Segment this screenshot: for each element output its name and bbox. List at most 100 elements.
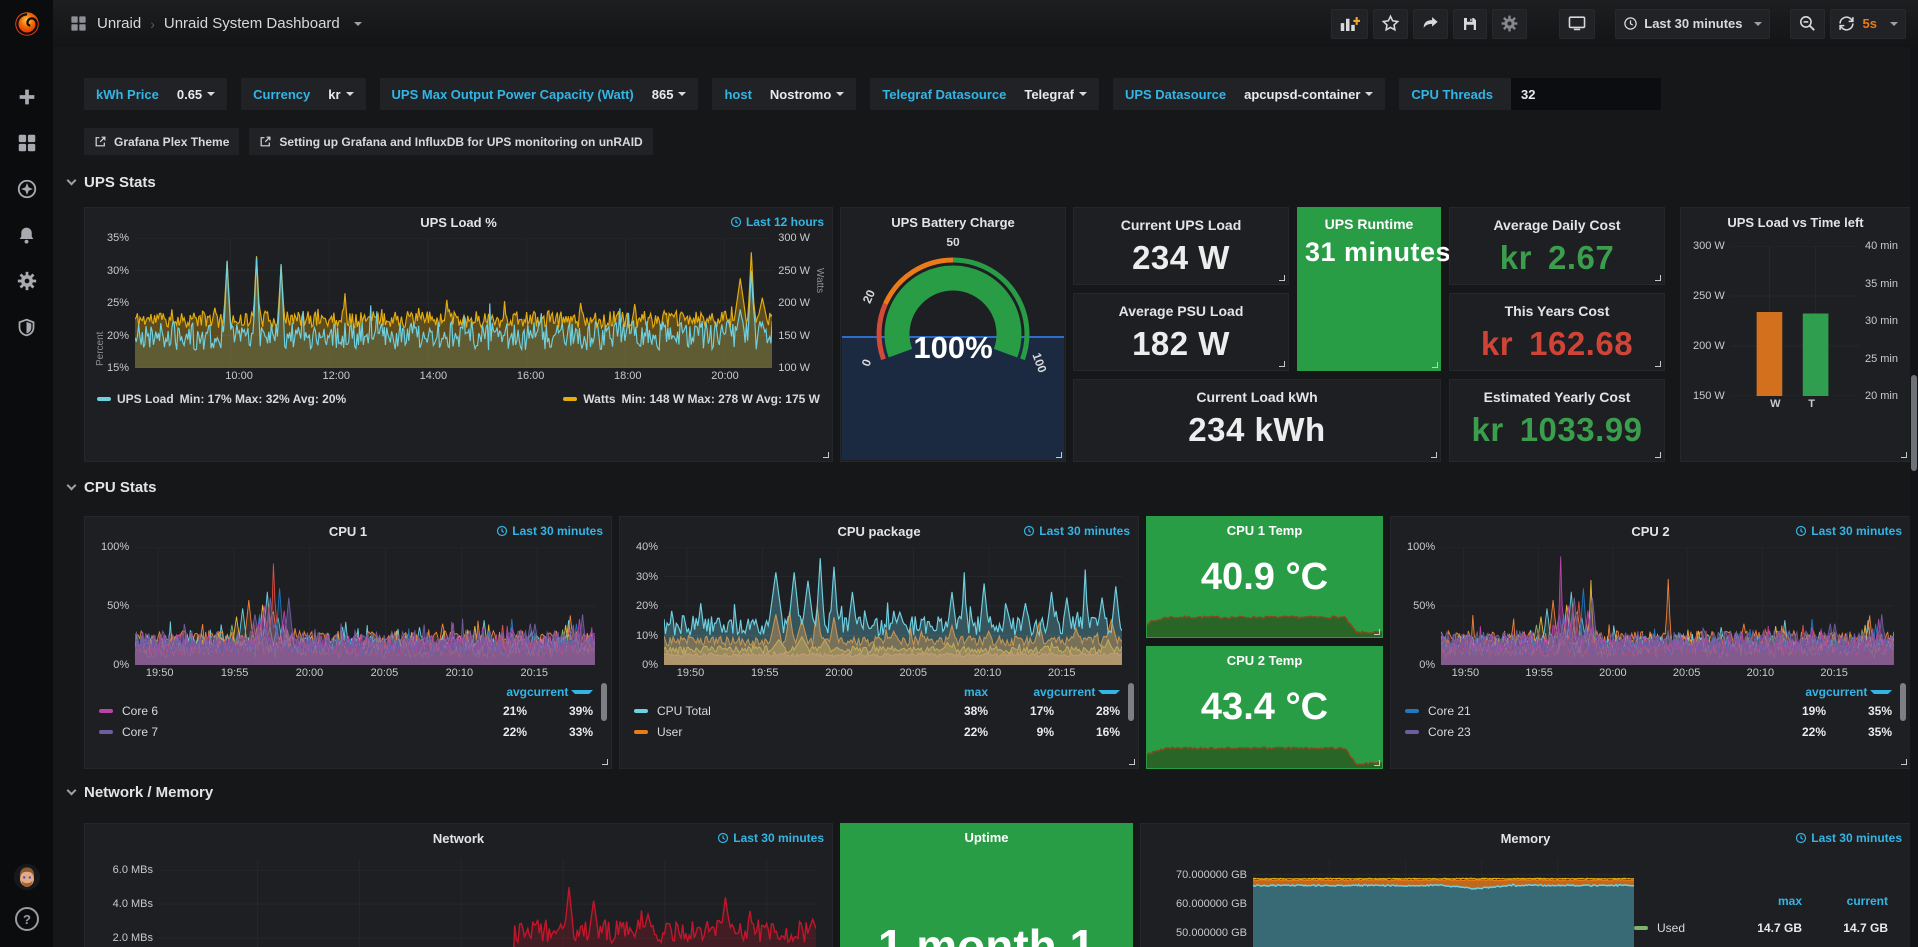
time-range-picker[interactable]: Last 30 minutes bbox=[1615, 8, 1770, 39]
legend-series[interactable]: User bbox=[634, 725, 922, 739]
panel-estimated-yearly-cost[interactable]: Estimated Yearly Cost kr 1033.99 bbox=[1449, 379, 1665, 462]
panel-title[interactable]: CPU 1 Temp bbox=[1226, 523, 1303, 538]
panel-resize-handle[interactable] bbox=[1279, 275, 1285, 281]
panel-resize-handle[interactable] bbox=[1655, 275, 1661, 281]
panel-cpu2[interactable]: CPU 2 Last 30 minutes 100% 50% 0% 19:50 19:… bbox=[1390, 516, 1911, 769]
cpu2-chart[interactable] bbox=[1441, 547, 1894, 665]
breadcrumb[interactable]: Unraid › Unraid System Dashboard bbox=[69, 14, 362, 33]
panel-title[interactable]: Network bbox=[432, 831, 485, 846]
link-ups-monitoring-guide[interactable]: Setting up Grafana and InfluxDB for UPS … bbox=[249, 128, 653, 155]
configuration-gear-icon[interactable] bbox=[13, 269, 41, 293]
panel-ups-battery-charge[interactable]: UPS Battery Charge 0 20 50 100 100% bbox=[840, 207, 1066, 462]
legend-sort-current[interactable]: current bbox=[527, 683, 593, 700]
row-header-cpu-stats[interactable]: CPU Stats bbox=[66, 476, 1911, 498]
panel-time-override[interactable]: Last 30 minutes bbox=[1795, 524, 1902, 538]
panel-ups-runtime[interactable]: UPS Runtime 31 minutes left! bbox=[1297, 207, 1511, 371]
legend-sort-max[interactable]: max bbox=[963, 684, 988, 699]
save-button[interactable] bbox=[1453, 8, 1488, 39]
title-caret-icon[interactable] bbox=[353, 21, 362, 26]
panel-resize-handle[interactable] bbox=[1374, 629, 1380, 635]
zoom-out-button[interactable] bbox=[1789, 8, 1825, 39]
panel-average-psu-load[interactable]: Average PSU Load 182 W bbox=[1073, 293, 1289, 371]
panel-resize-handle[interactable] bbox=[1655, 452, 1661, 458]
star-button[interactable] bbox=[1373, 8, 1409, 39]
panel-time-override[interactable]: Last 30 minutes bbox=[496, 524, 603, 538]
panel-current-ups-load[interactable]: Current UPS Load 234 W bbox=[1073, 207, 1289, 285]
panel-resize-handle[interactable] bbox=[1655, 361, 1661, 367]
panel-resize-handle[interactable] bbox=[1431, 452, 1437, 458]
cpu1-chart[interactable] bbox=[135, 547, 595, 665]
panel-memory[interactable]: Memory Last 30 minutes 70.000000 GB 60.0… bbox=[1140, 823, 1911, 947]
dashboard-title[interactable]: Unraid System Dashboard bbox=[163, 15, 340, 32]
grafana-logo[interactable] bbox=[0, 0, 53, 47]
panel-uptime[interactable]: Uptime 1 month 1 bbox=[840, 823, 1133, 947]
panel-network[interactable]: Network Last 30 minutes 6.0 MBs 4.0 MBs … bbox=[84, 823, 833, 947]
memory-chart[interactable] bbox=[1253, 860, 1634, 947]
panel-resize-handle[interactable] bbox=[1901, 452, 1907, 458]
ups-load-chart[interactable] bbox=[135, 238, 773, 368]
variable-value-dropdown[interactable]: apcupsd-container bbox=[1244, 87, 1374, 102]
scrollbar-thumb[interactable] bbox=[1911, 375, 1917, 471]
legend-series[interactable]: Used bbox=[1634, 921, 1716, 935]
panel-title[interactable]: Uptime bbox=[964, 830, 1009, 845]
dashboards-icon[interactable] bbox=[13, 131, 41, 155]
legend-scrollbar[interactable] bbox=[601, 683, 607, 721]
panel-time-override[interactable]: Last 30 minutes bbox=[1795, 831, 1902, 845]
cpu-package-chart[interactable] bbox=[664, 547, 1122, 665]
panel-cpu-package[interactable]: CPU package Last 30 minutes 40% 30% 20% 10%… bbox=[619, 516, 1139, 769]
legend-item-watts[interactable]: Watts Min: 148 W Max: 278 W Avg: 175 W bbox=[563, 392, 820, 406]
panel-average-daily-cost[interactable]: Average Daily Cost kr 2.67 bbox=[1449, 207, 1665, 285]
panel-title[interactable]: CPU 2 bbox=[1631, 524, 1670, 539]
panel-title[interactable]: CPU 1 bbox=[328, 524, 368, 539]
legend-sort-current[interactable]: current bbox=[1846, 894, 1888, 908]
panel-time-override[interactable]: Last 12 hours bbox=[730, 215, 824, 229]
dashboard-scroll-area[interactable]: kWh Price 0.65 Currency kr UPS Max Outpu… bbox=[53, 47, 1918, 947]
legend-series[interactable]: Core 7 bbox=[99, 725, 461, 739]
panel-ups-load[interactable]: UPS Load % Last 12 hours Percent Watts 3… bbox=[84, 207, 833, 462]
panel-resize-handle[interactable] bbox=[823, 452, 829, 458]
panel-resize-handle[interactable] bbox=[1374, 760, 1380, 766]
legend-item-ups-load[interactable]: UPS Load Min: 17% Max: 32% Avg: 20% bbox=[97, 392, 346, 406]
page-scrollbar[interactable] bbox=[1910, 47, 1918, 947]
panel-cpu1-temp[interactable]: CPU 1 Temp 40.9 °C bbox=[1146, 516, 1383, 638]
cycle-view-tv-button[interactable] bbox=[1559, 8, 1596, 39]
legend-sort-max[interactable]: max bbox=[1777, 894, 1802, 908]
legend-series[interactable]: Core 23 bbox=[1405, 725, 1760, 739]
user-avatar[interactable] bbox=[13, 863, 41, 891]
legend-scrollbar[interactable] bbox=[1900, 683, 1906, 721]
share-button[interactable] bbox=[1413, 8, 1449, 39]
legend-scrollbar[interactable] bbox=[1128, 683, 1134, 721]
panel-ups-load-vs-time-left[interactable]: UPS Load vs Time left 300 W 250 W 200 W 150… bbox=[1680, 207, 1911, 462]
panel-cpu1[interactable]: CPU 1 Last 30 minutes 100% 50% 0% 19:50 19:… bbox=[84, 516, 612, 769]
panel-time-override[interactable]: Last 30 minutes bbox=[717, 831, 824, 845]
refresh-button[interactable]: 5s bbox=[1829, 8, 1906, 39]
server-admin-shield-icon[interactable] bbox=[13, 315, 41, 339]
cpu-threads-input[interactable]: 32 bbox=[1511, 78, 1662, 110]
breadcrumb-root[interactable]: Unraid bbox=[97, 15, 142, 32]
panel-time-override[interactable]: Last 30 minutes bbox=[1023, 524, 1130, 538]
panel-title[interactable]: UPS Battery Charge bbox=[891, 215, 1015, 230]
variable-value-dropdown[interactable]: Telegraf bbox=[1024, 87, 1087, 102]
legend-sort-current[interactable]: current bbox=[1054, 683, 1120, 700]
panel-title[interactable]: CPU package bbox=[837, 524, 921, 539]
variable-value-dropdown[interactable]: 0.65 bbox=[177, 87, 216, 102]
panel-resize-handle[interactable] bbox=[1901, 759, 1907, 765]
panel-cpu2-temp[interactable]: CPU 2 Temp 43.4 °C bbox=[1146, 646, 1383, 769]
help-icon[interactable]: ? bbox=[13, 907, 41, 931]
panel-resize-handle[interactable] bbox=[1056, 452, 1062, 458]
panel-title[interactable]: Memory bbox=[1500, 831, 1551, 846]
panel-title[interactable]: UPS Load % bbox=[420, 215, 497, 230]
add-panel-button[interactable] bbox=[1331, 8, 1369, 39]
panel-title[interactable]: CPU 2 Temp bbox=[1226, 653, 1303, 668]
legend-series[interactable]: CPU Total bbox=[634, 704, 922, 718]
alerting-bell-icon[interactable] bbox=[13, 223, 41, 247]
dashboard-settings-button[interactable] bbox=[1492, 8, 1528, 39]
row-header-network-memory[interactable]: Network / Memory bbox=[66, 781, 1911, 803]
legend-sort-avg[interactable]: avg bbox=[506, 684, 527, 699]
panel-resize-handle[interactable] bbox=[1432, 362, 1438, 368]
legend-sort-current[interactable]: current bbox=[1826, 683, 1892, 700]
variable-value-dropdown[interactable]: kr bbox=[328, 87, 354, 102]
panel-resize-handle[interactable] bbox=[1129, 759, 1135, 765]
panel-resize-handle[interactable] bbox=[602, 759, 608, 765]
link-grafana-plex-theme[interactable]: Grafana Plex Theme bbox=[84, 128, 240, 155]
